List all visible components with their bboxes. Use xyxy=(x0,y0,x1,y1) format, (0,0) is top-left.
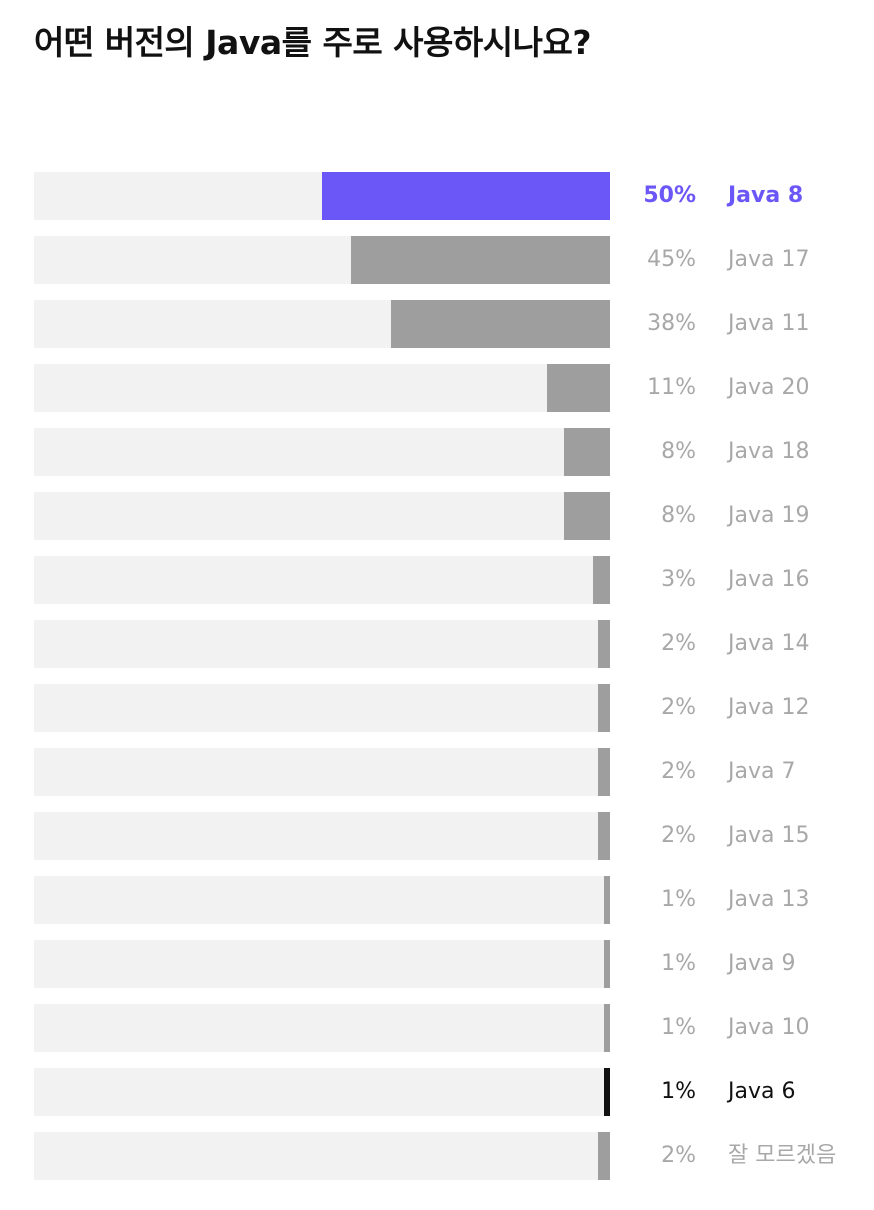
category-label: Java 10 xyxy=(728,1015,810,1040)
value-label: 8% xyxy=(661,439,696,464)
bar xyxy=(563,492,610,540)
bar-track xyxy=(34,172,610,220)
bar-row: 1% Java 13 xyxy=(0,876,874,924)
value-label: 1% xyxy=(661,887,696,912)
bar-track xyxy=(34,748,610,796)
bar-track xyxy=(34,620,610,668)
category-label: Java 8 xyxy=(728,183,804,208)
bar-row: 2% Java 14 xyxy=(0,620,874,668)
value-label: 11% xyxy=(647,375,696,400)
bar-track xyxy=(34,940,610,988)
bar xyxy=(598,812,610,860)
bar xyxy=(598,748,610,796)
bar-track xyxy=(34,1004,610,1052)
bar-row: 8% Java 18 xyxy=(0,428,874,476)
bar-row: 50% Java 8 xyxy=(0,172,874,220)
value-label: 1% xyxy=(661,951,696,976)
bar xyxy=(604,1004,610,1052)
value-label: 3% xyxy=(661,567,696,592)
bar-track xyxy=(34,812,610,860)
bar-track xyxy=(34,876,610,924)
bar-track xyxy=(34,684,610,732)
bar-track xyxy=(34,236,610,284)
category-label: Java 18 xyxy=(728,439,810,464)
bar-row: 3% Java 16 xyxy=(0,556,874,604)
bar-row: 8% Java 19 xyxy=(0,492,874,540)
bar-track xyxy=(34,300,610,348)
category-label: Java 12 xyxy=(728,695,810,720)
value-label: 1% xyxy=(661,1079,696,1104)
bar xyxy=(546,364,610,412)
category-label: Java 6 xyxy=(728,1079,796,1104)
category-label: Java 17 xyxy=(728,247,810,272)
bar xyxy=(322,172,610,220)
bar xyxy=(350,236,610,284)
value-label: 38% xyxy=(647,311,696,336)
value-label: 1% xyxy=(661,1015,696,1040)
category-label: Java 9 xyxy=(728,951,796,976)
value-label: 2% xyxy=(661,631,696,656)
value-label: 2% xyxy=(661,695,696,720)
bar-row: 38% Java 11 xyxy=(0,300,874,348)
category-label: 잘 모르겠음 xyxy=(728,1143,837,1168)
bar-track xyxy=(34,364,610,412)
bar-track xyxy=(34,492,610,540)
bar-row: 2% Java 7 xyxy=(0,748,874,796)
bar xyxy=(592,556,610,604)
bar-row: 11% Java 20 xyxy=(0,364,874,412)
category-label: Java 20 xyxy=(728,375,810,400)
value-label: 2% xyxy=(661,823,696,848)
bar-track xyxy=(34,556,610,604)
category-label: Java 7 xyxy=(728,759,796,784)
bar xyxy=(391,300,610,348)
bar-row: 1% Java 6 xyxy=(0,1068,874,1116)
bar xyxy=(563,428,610,476)
bar xyxy=(604,940,610,988)
bar-row: 1% Java 9 xyxy=(0,940,874,988)
bar xyxy=(604,876,610,924)
category-label: Java 14 xyxy=(728,631,810,656)
category-label: Java 16 xyxy=(728,567,810,592)
bar-row: 2% Java 15 xyxy=(0,812,874,860)
bar xyxy=(598,1132,610,1180)
bar-row: 1% Java 10 xyxy=(0,1004,874,1052)
category-label: Java 11 xyxy=(728,311,810,336)
value-label: 45% xyxy=(647,247,696,272)
bar-track xyxy=(34,1068,610,1116)
category-label: Java 15 xyxy=(728,823,810,848)
bar xyxy=(598,684,610,732)
value-label: 2% xyxy=(661,1143,696,1168)
bar xyxy=(604,1068,610,1116)
bar xyxy=(598,620,610,668)
bar-row: 2% 잘 모르겠음 xyxy=(0,1132,874,1180)
page-title: 어떤 버전의 Java를 주로 사용하시나요? xyxy=(34,23,591,62)
value-label: 8% xyxy=(661,503,696,528)
category-label: Java 19 xyxy=(728,503,810,528)
value-label: 50% xyxy=(643,183,696,208)
bar-track xyxy=(34,428,610,476)
value-label: 2% xyxy=(661,759,696,784)
bar-row: 45% Java 17 xyxy=(0,236,874,284)
bar-row: 2% Java 12 xyxy=(0,684,874,732)
category-label: Java 13 xyxy=(728,887,810,912)
bar-track xyxy=(34,1132,610,1180)
